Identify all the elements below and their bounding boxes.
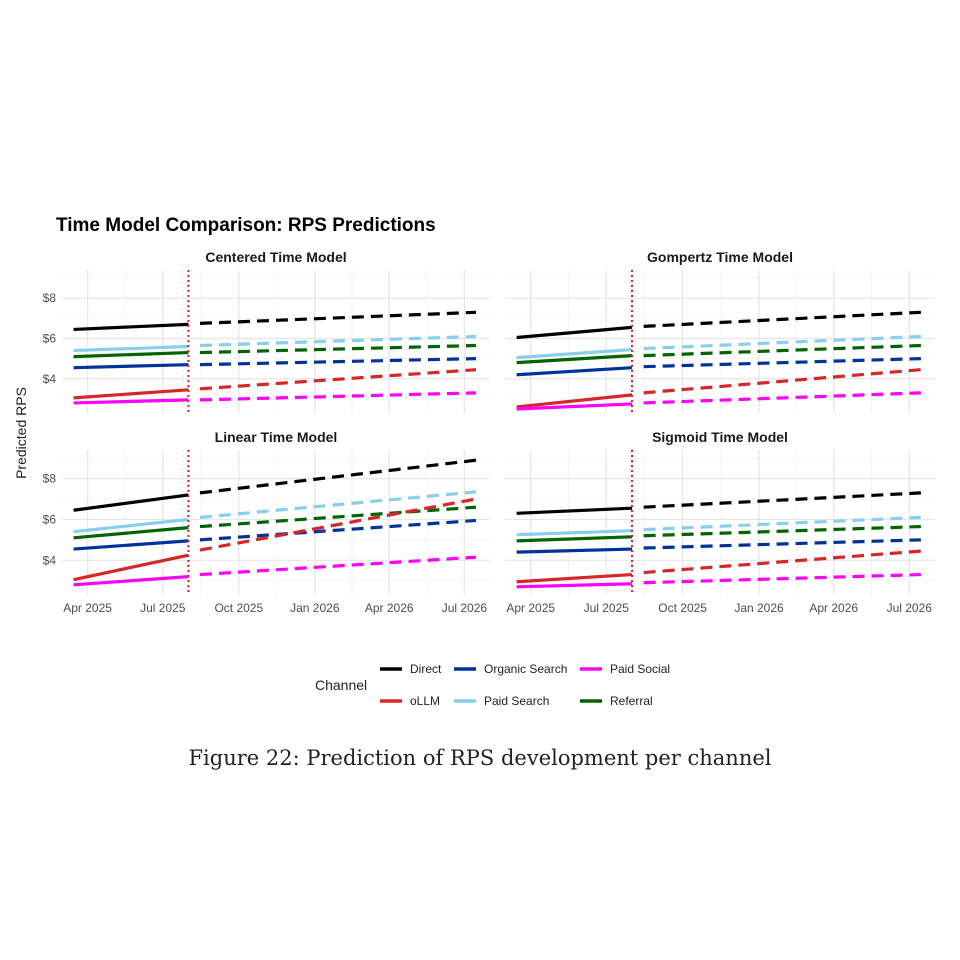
observed-line-paid-social [516,582,633,589]
forecast-line-paid-social [199,555,477,577]
forecast-line-paid-social [643,391,921,405]
legend-label: Referral [610,694,653,708]
forecast-line-paid-social [199,391,476,402]
panel-1: Gompertz Time Model [505,249,935,413]
panel-title: Centered Time Model [205,249,346,265]
forecast-line-direct [199,458,477,495]
forecast-line-ollm [643,368,922,395]
y-axis-label: Predicted RPS [13,387,29,479]
observed-line-ollm [73,553,189,582]
observed-line-organic-search [516,547,633,554]
observed-line-referral [516,535,633,543]
observed-line-paid-search [73,344,189,353]
legend-label: Paid Social [610,662,670,676]
observed-line-referral [516,354,633,365]
y-tick-label: $4 [43,553,57,567]
forecast-line-ollm [643,549,922,575]
observed-line-paid-social [73,575,189,587]
y-tick-label: $6 [43,512,57,526]
forecast-line-paid-search [643,334,921,351]
observed-line-paid-social [516,402,633,411]
observed-line-ollm [73,388,189,400]
observed-line-organic-search [516,366,633,377]
observed-line-paid-social [73,398,189,405]
x-tick-label: Apr 2025 [63,601,112,615]
y-tick-label: $4 [43,372,57,386]
legend-label: Direct [410,662,442,676]
y-tick-label: $6 [43,331,57,345]
panel-title: Linear Time Model [215,429,338,445]
observed-line-organic-search [73,539,189,551]
legend-label: Organic Search [484,662,567,676]
forecast-line-direct [643,310,921,328]
x-tick-label: Oct 2025 [214,601,263,615]
observed-line-paid-search [516,529,633,537]
legend-title: Channel [315,677,367,693]
observed-line-direct [73,322,189,332]
forecast-line-organic-search [643,538,921,550]
forecast-line-referral [643,343,921,358]
observed-line-direct [73,493,189,512]
forecast-line-referral [199,505,477,529]
x-tick-label: Jul 2025 [584,601,630,615]
observed-line-paid-search [73,517,189,534]
x-tick-label: Jul 2025 [140,601,186,615]
forecast-line-paid-search [643,515,921,532]
observed-line-organic-search [73,363,189,370]
legend-label: oLLM [410,694,440,708]
legend-label: Paid Search [484,694,549,708]
y-tick-label: $8 [43,291,57,305]
forecast-line-organic-search [643,357,921,369]
forecast-line-direct [643,491,921,509]
forecast-line-paid-search [199,334,477,348]
forecast-line-paid-search [199,490,477,519]
panel-0: Centered Time Model $4 $6 $8 [43,249,490,413]
observed-line-paid-search [516,347,633,360]
x-tick-label: Apr 2025 [506,601,555,615]
forecast-line-paid-social [643,572,921,585]
x-tick-label: Jan 2026 [734,601,784,615]
forecast-line-organic-search [199,357,476,367]
forecast-line-direct [199,310,477,325]
x-tick-label: Jul 2026 [887,601,933,615]
x-tick-label: Apr 2026 [809,601,858,615]
forecast-line-referral [199,343,476,355]
observed-line-ollm [516,572,633,584]
panel-title: Sigmoid Time Model [652,429,788,445]
observed-line-direct [516,506,633,515]
forecast-line-referral [643,524,921,538]
x-tick-label: Oct 2025 [658,601,707,615]
panel-3: Sigmoid Time Model Apr 2025 Jul 2025 Oct 20… [505,429,935,615]
x-tick-label: Jan 2026 [290,601,340,615]
forecast-line-organic-search [199,518,477,542]
forecast-line-ollm [199,368,477,391]
chart-title: Time Model Comparison: RPS Predictions [56,215,436,236]
observed-line-ollm [516,393,633,409]
panel-2: Linear Time Model $4 $6 $8 Apr 2025 Jul 2025 O… [43,429,490,615]
x-tick-label: Jul 2026 [442,601,488,615]
forecast-line-ollm [199,497,477,552]
observed-line-referral [73,526,189,540]
observed-line-direct [516,325,633,340]
observed-line-referral [73,350,189,359]
x-tick-label: Apr 2026 [365,601,414,615]
panel-title: Gompertz Time Model [647,249,793,265]
y-tick-label: $8 [43,472,57,486]
figure-caption: Figure 22: Prediction of RPS development… [188,746,772,770]
legend: Channel Direct oLLM Organic Search Paid Sear… [315,662,670,708]
